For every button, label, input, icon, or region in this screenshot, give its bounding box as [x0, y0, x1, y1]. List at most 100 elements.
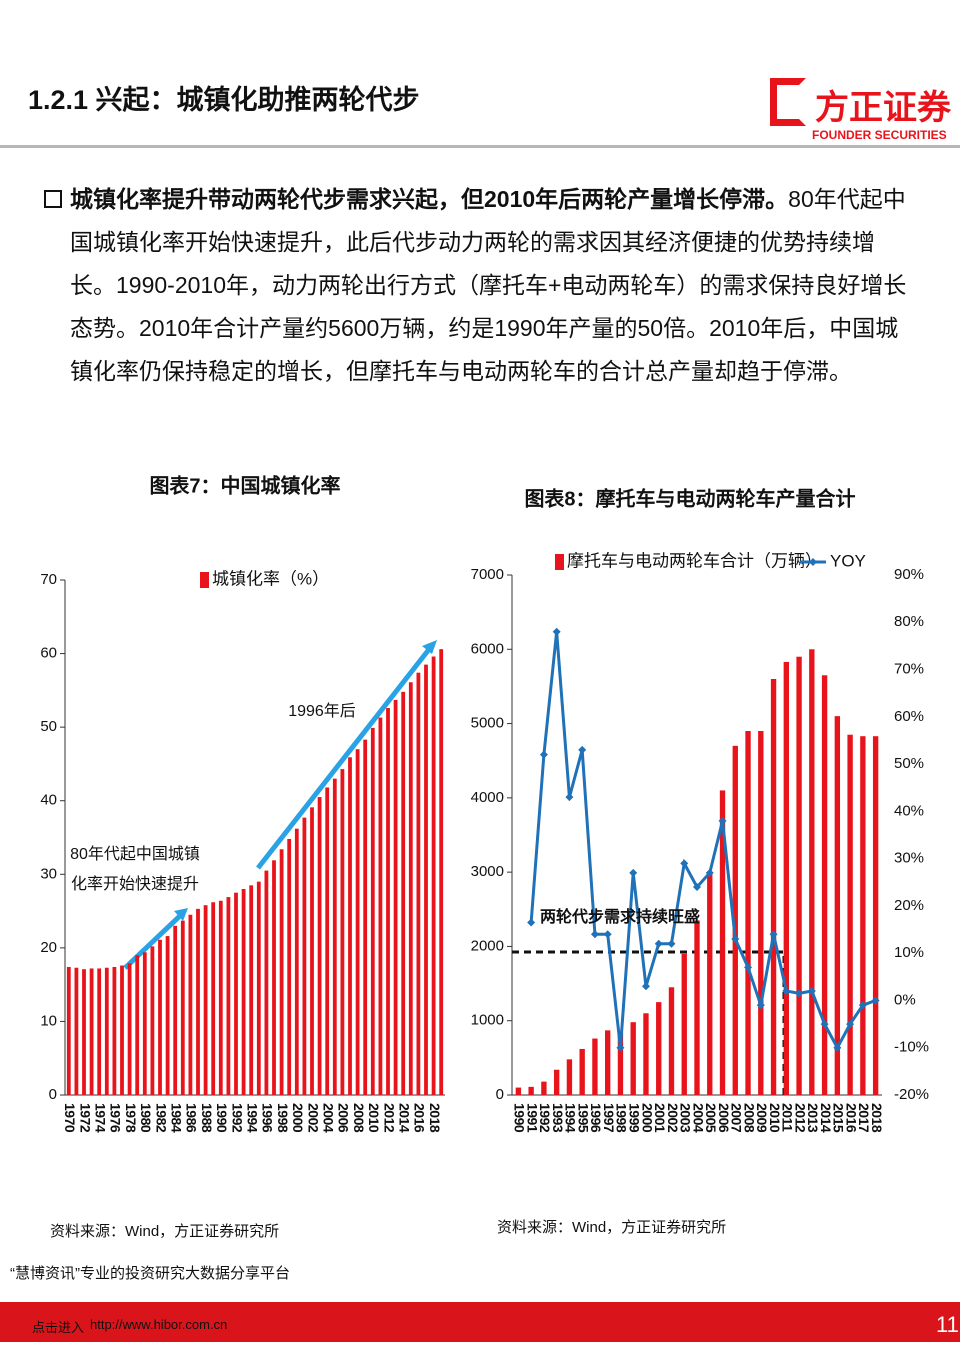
bar	[241, 889, 246, 1095]
bar	[97, 968, 102, 1095]
bar	[279, 849, 284, 1095]
marker	[654, 939, 663, 948]
x-tick-label: 2003	[678, 1103, 694, 1133]
x-tick-label: 1994	[244, 1103, 260, 1133]
y-tick-label: 60	[40, 645, 57, 662]
marker	[578, 745, 587, 754]
footer-url[interactable]: http://www.hibor.com.cn	[90, 1317, 228, 1332]
y2-tick-label: -10%	[894, 1039, 929, 1056]
bar	[355, 749, 360, 1095]
bar	[528, 1086, 534, 1095]
x-tick-label: 1984	[168, 1103, 184, 1133]
x-tick-label: 2004	[690, 1103, 706, 1133]
x-tick-label: 2006	[716, 1103, 732, 1133]
bar	[872, 736, 879, 1095]
bar	[302, 817, 307, 1095]
x-tick-label: 1992	[537, 1103, 553, 1133]
arrow-head	[422, 640, 437, 654]
x-tick-label: 2006	[336, 1103, 352, 1133]
bar	[605, 1030, 611, 1095]
marker	[769, 930, 778, 939]
marker	[820, 1020, 829, 1029]
bar	[553, 1069, 560, 1095]
bar	[378, 717, 383, 1095]
x-tick-label: 1996	[588, 1103, 604, 1133]
x-tick-label: 2005	[703, 1103, 719, 1133]
paragraph-text: 80年代起中国城镇化率开始快速提升，此后代步动力两轮的需求因其经济便捷的优势持续…	[70, 186, 907, 384]
bar	[408, 682, 413, 1095]
y2-tick-label: 40%	[894, 802, 924, 819]
x-tick-label: 1988	[199, 1103, 215, 1133]
x-tick-label: 1997	[601, 1103, 617, 1133]
bar	[203, 905, 208, 1095]
marker	[693, 883, 701, 891]
x-tick-label: 2011	[780, 1103, 796, 1132]
bar	[112, 966, 117, 1095]
y2-tick-label: 80%	[894, 613, 924, 630]
bar	[541, 1081, 547, 1095]
legend-label: YOY	[830, 551, 866, 570]
x-tick-label: 2008	[351, 1103, 367, 1133]
bar	[196, 908, 200, 1095]
x-tick-label: 2000	[639, 1103, 655, 1133]
marker	[565, 793, 574, 802]
bar	[82, 969, 86, 1095]
chart-title: 图表7：中国城镇化率	[149, 473, 340, 497]
footer-link[interactable]: 点击进入	[32, 1320, 85, 1335]
bar	[579, 1048, 585, 1095]
bar	[834, 716, 841, 1095]
bar	[424, 664, 428, 1095]
chart-title: 图表8：摩托车与电动两轮车产量合计	[524, 486, 855, 510]
bar	[566, 1059, 573, 1095]
marker	[641, 982, 650, 991]
marker	[795, 989, 804, 998]
legend-swatch	[555, 554, 564, 570]
bar	[325, 787, 330, 1095]
x-tick-label: 1995	[575, 1103, 591, 1133]
x-tick-label: 1990	[214, 1103, 230, 1133]
x-tick-label: 1972	[77, 1103, 93, 1133]
bar	[180, 920, 185, 1095]
x-tick-label: 2007	[729, 1103, 745, 1133]
y-tick-label: 6000	[471, 640, 504, 657]
x-tick-label: 1974	[92, 1103, 108, 1133]
y-tick-label: 3000	[471, 863, 504, 880]
x-tick-label: 1991	[524, 1103, 540, 1133]
x-tick-label: 2016	[843, 1103, 859, 1133]
footer-band	[0, 1302, 960, 1342]
bar	[211, 902, 216, 1095]
x-tick-label: 1978	[123, 1103, 139, 1133]
marker	[629, 868, 638, 877]
x-tick-label: 2008	[741, 1103, 757, 1133]
paragraph: 城镇化率提升带动两轮代步需求兴起，但2010年后两轮产量增长停滞。80年代起中国…	[70, 178, 920, 393]
x-tick-label: 2010	[366, 1103, 382, 1133]
x-tick-label: 1970	[62, 1103, 78, 1133]
x-tick-label: 2016	[412, 1103, 428, 1133]
y2-tick-label: 30%	[894, 850, 924, 867]
bar	[310, 807, 314, 1095]
bar	[515, 1087, 522, 1095]
y-tick-label: 70	[40, 571, 57, 588]
bar	[294, 828, 299, 1095]
x-tick-label: 1976	[108, 1103, 124, 1133]
bar	[847, 734, 853, 1095]
marker	[718, 816, 727, 825]
annotation: 80年代起中国城镇	[70, 845, 200, 863]
bar	[668, 987, 675, 1095]
dashed-box	[512, 950, 786, 1095]
bar	[142, 952, 147, 1095]
y-tick-label: 0	[49, 1086, 57, 1103]
x-tick-label: 2018	[869, 1103, 885, 1133]
bar	[393, 699, 398, 1095]
logo-subtext: FOUNDER SECURITIES	[812, 128, 947, 142]
bar	[386, 708, 390, 1095]
y2-tick-label: -20%	[894, 1086, 929, 1103]
x-tick-label: 2012	[792, 1103, 808, 1133]
bar	[630, 1022, 636, 1095]
marker	[616, 1043, 625, 1052]
x-tick-label: 2014	[396, 1103, 412, 1133]
x-tick-label: 1990	[512, 1103, 528, 1133]
bar	[719, 790, 726, 1095]
annotation: 1996年后	[288, 702, 356, 720]
